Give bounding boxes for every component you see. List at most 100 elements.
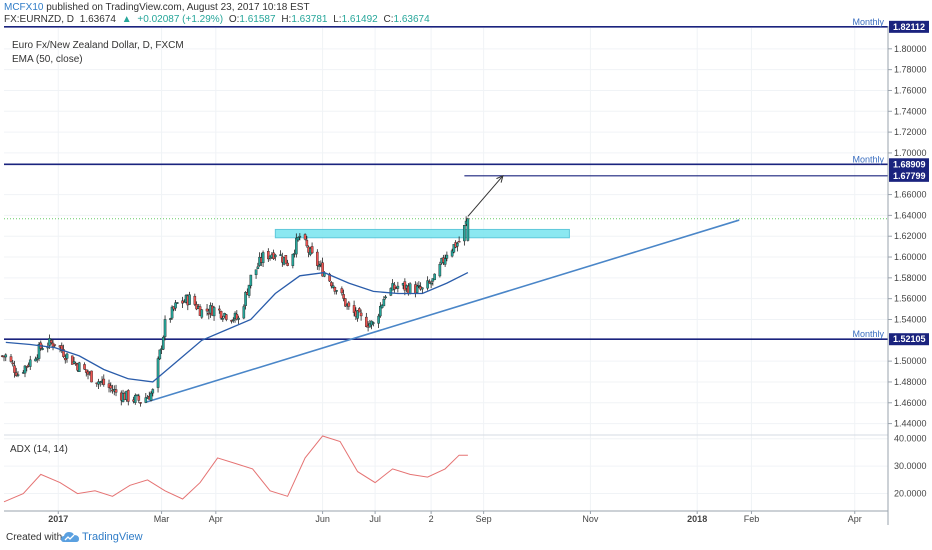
candle <box>340 286 344 296</box>
price-tick-label: 1.76000 <box>894 85 927 95</box>
candle <box>65 352 69 363</box>
candle-body <box>317 264 321 267</box>
candles-layer <box>0 216 470 407</box>
price-tick-label: 1.60000 <box>894 252 927 262</box>
candle-body <box>328 273 331 282</box>
candle-body <box>156 358 160 388</box>
price-chart[interactable]: Monthly Monthly Monthly 40.0000 30.0000 20.0… <box>0 0 932 525</box>
candle <box>358 307 361 313</box>
candle <box>97 378 100 390</box>
support-trendline <box>145 219 740 404</box>
candle-body <box>70 355 74 365</box>
candle <box>344 298 347 307</box>
candle <box>11 360 15 367</box>
candle <box>247 284 251 298</box>
price-tick-label: 1.80000 <box>894 44 927 54</box>
price-tick-label: 1.44000 <box>894 419 927 429</box>
candle <box>84 369 88 377</box>
candle-body <box>365 316 368 327</box>
price-axis[interactable]: 40.0000 30.0000 20.0000 1.80000 1.78000 1.760… <box>888 20 929 499</box>
candle-body <box>249 274 253 287</box>
candle-body <box>303 234 307 240</box>
time-axis[interactable]: 2017 Mar Apr Jun Jul 2 Sep Nov 2018 Feb Apr <box>48 511 862 524</box>
candle-body <box>109 385 113 389</box>
candle-body <box>28 359 32 367</box>
candle-body <box>37 344 41 359</box>
candle-body <box>13 365 16 373</box>
candle <box>303 233 307 241</box>
footer: Created with TradingView <box>0 525 932 550</box>
candle <box>426 276 429 291</box>
candle <box>274 253 277 261</box>
candle-body <box>16 374 20 376</box>
candle <box>235 310 239 321</box>
monthly-level-label: Monthly <box>852 329 884 339</box>
candle <box>170 305 174 320</box>
author-link[interactable]: MCFX10 <box>4 2 44 13</box>
candle-body <box>62 349 65 357</box>
candle <box>83 362 86 370</box>
candle-body <box>415 285 419 293</box>
ohlc-line: FX:EURNZD, D 1.63674 ▲ +0.02087 (+1.29%)… <box>4 14 433 25</box>
candle <box>372 321 375 327</box>
ema-layer <box>5 271 469 383</box>
candle-body <box>426 280 429 289</box>
candle <box>466 217 470 242</box>
adx-legend[interactable]: ADX (14, 14) <box>10 444 68 455</box>
candle <box>114 384 118 397</box>
candle <box>219 310 223 320</box>
candle <box>161 335 165 351</box>
ema-legend[interactable]: EMA (50, close) <box>12 54 83 65</box>
time-tick-label: 2 <box>429 514 434 524</box>
candle-body <box>457 241 461 243</box>
price-tick-label: 1.78000 <box>894 65 927 75</box>
candle-body <box>11 362 15 365</box>
candle <box>256 262 260 270</box>
candle <box>90 370 93 383</box>
candle-body <box>261 252 265 264</box>
candle <box>102 374 106 387</box>
time-tick-label: Apr <box>848 514 862 524</box>
candle-body <box>382 298 386 307</box>
candle <box>296 236 300 242</box>
candle <box>316 249 319 270</box>
candle-body <box>63 357 67 361</box>
candle-body <box>34 358 37 362</box>
candle-body <box>232 319 235 321</box>
candle <box>463 224 466 246</box>
candle-body <box>151 389 155 394</box>
candle <box>218 305 221 314</box>
candle-body <box>60 345 64 351</box>
frame <box>4 26 889 525</box>
last-price: 1.63674 <box>79 14 116 25</box>
candle-body <box>393 284 396 290</box>
candle-body <box>193 295 197 305</box>
candle-body <box>74 363 78 365</box>
candle <box>433 273 436 281</box>
candle-body <box>219 310 223 319</box>
candle <box>212 305 216 321</box>
candle <box>9 353 13 363</box>
candle <box>72 357 76 364</box>
candle-body <box>342 294 345 299</box>
candle <box>298 233 302 241</box>
candle <box>370 320 373 330</box>
published-text: published on TradingView.com, August 23,… <box>46 2 310 13</box>
candle-body <box>49 340 53 343</box>
candle <box>284 255 288 264</box>
price-tick-label: 1.56000 <box>894 294 927 304</box>
candle-body <box>428 281 431 284</box>
candle-body <box>158 349 162 360</box>
candle <box>415 282 419 294</box>
tradingview-brand[interactable]: TradingView <box>82 531 143 543</box>
candle <box>135 394 139 397</box>
price-tick-label: 1.62000 <box>894 231 927 241</box>
price-tick-label: 1.70000 <box>894 148 927 158</box>
candle <box>126 389 130 406</box>
candle <box>175 302 179 304</box>
candle-body <box>25 366 29 368</box>
candle <box>205 303 209 316</box>
candle-body <box>247 284 251 296</box>
candle <box>254 269 258 279</box>
candle <box>317 260 321 271</box>
